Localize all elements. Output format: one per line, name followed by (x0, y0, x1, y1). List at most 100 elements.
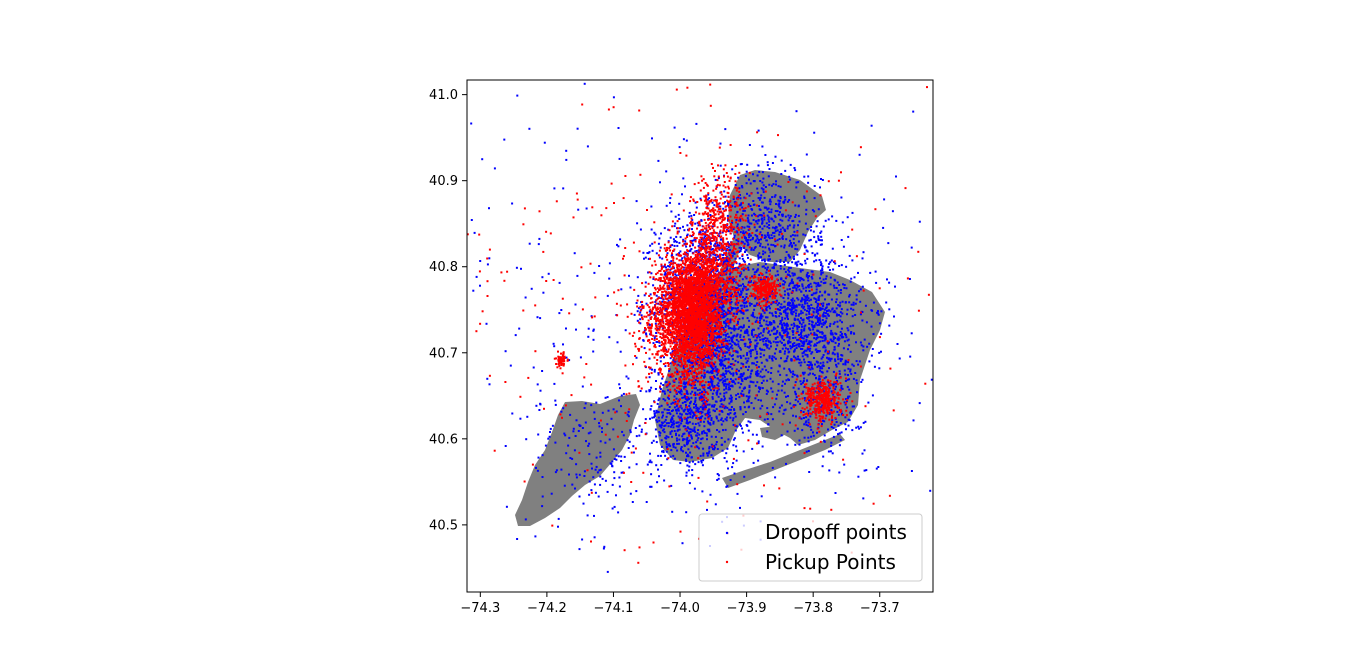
dropoff-point (803, 377, 806, 380)
dropoff-point (808, 319, 811, 322)
dropoff-point (802, 319, 805, 321)
dropoff-point (871, 394, 874, 397)
dropoff-point (796, 330, 799, 333)
dropoff-point (697, 461, 700, 464)
dropoff-point (764, 154, 767, 156)
dropoff-point (744, 331, 747, 334)
dropoff-point (810, 435, 813, 438)
dropoff-point (706, 198, 709, 201)
dropoff-point (686, 408, 689, 411)
dropoff-point (663, 479, 666, 482)
dropoff-point (735, 239, 738, 242)
dropoff-point (705, 432, 708, 435)
dropoff-point (744, 302, 747, 305)
dropoff-point (761, 217, 763, 220)
dropoff-point (731, 338, 734, 341)
dropoff-point (659, 454, 662, 457)
dropoff-point (799, 402, 802, 405)
dropoff-point (860, 381, 863, 383)
dropoff-point (729, 385, 732, 388)
dropoff-point (846, 400, 848, 403)
dropoff-point (810, 298, 812, 301)
dropoff-point (694, 391, 697, 394)
dropoff-point (739, 347, 742, 350)
dropoff-point (690, 350, 693, 353)
dropoff-point (682, 238, 685, 241)
dropoff-point (681, 542, 684, 545)
dropoff-point (801, 311, 804, 314)
dropoff-point (762, 354, 765, 357)
dropoff-point (724, 380, 727, 383)
dropoff-point (720, 296, 723, 298)
dropoff-point (801, 297, 804, 300)
dropoff-point (675, 274, 678, 277)
dropoff-point (679, 462, 682, 465)
dropoff-point (685, 474, 688, 477)
dropoff-point (716, 448, 719, 450)
dropoff-point (720, 238, 723, 241)
dropoff-point (817, 319, 819, 322)
dropoff-point (786, 303, 789, 306)
dropoff-point (696, 446, 699, 449)
dropoff-point (758, 205, 760, 207)
dropoff-point (764, 251, 767, 254)
dropoff-point (770, 217, 773, 220)
dropoff-point (760, 348, 762, 351)
dropoff-point (744, 411, 747, 413)
dropoff-point (718, 235, 720, 238)
dropoff-point (817, 308, 820, 311)
dropoff-point (787, 274, 790, 276)
dropoff-point (808, 299, 811, 302)
dropoff-point (793, 272, 796, 275)
dropoff-point (712, 422, 715, 425)
dropoff-point (732, 307, 735, 310)
dropoff-point (791, 308, 794, 311)
dropoff-point (712, 420, 715, 423)
dropoff-point (736, 351, 739, 354)
dropoff-point (832, 383, 835, 386)
dropoff-point (746, 309, 749, 312)
dropoff-point (761, 404, 764, 407)
dropoff-point (712, 268, 715, 271)
dropoff-point (697, 251, 700, 254)
dropoff-point (687, 416, 689, 419)
dropoff-point (651, 368, 653, 371)
dropoff-point (655, 409, 658, 412)
dropoff-point (669, 352, 672, 355)
dropoff-point (769, 251, 772, 254)
dropoff-point (740, 291, 743, 294)
dropoff-point (898, 357, 901, 360)
dropoff-point (732, 417, 735, 420)
dropoff-point (775, 260, 778, 263)
dropoff-point (800, 290, 803, 293)
dropoff-point (731, 254, 734, 257)
dropoff-point (620, 394, 623, 397)
dropoff-point (792, 404, 795, 407)
dropoff-point (688, 432, 691, 435)
dropoff-point (670, 288, 673, 291)
dropoff-point (509, 364, 512, 367)
dropoff-point (729, 318, 732, 321)
dropoff-point (776, 210, 779, 213)
dropoff-point (715, 370, 718, 373)
dropoff-point (535, 404, 538, 407)
dropoff-point (636, 222, 639, 225)
dropoff-point (639, 318, 642, 321)
dropoff-point (649, 408, 652, 411)
dropoff-point (748, 350, 751, 353)
dropoff-point (769, 200, 772, 203)
dropoff-point (745, 231, 747, 234)
dropoff-point (649, 333, 652, 336)
dropoff-point (821, 239, 823, 242)
dropoff-point (690, 434, 693, 437)
dropoff-point (702, 365, 705, 368)
dropoff-point (738, 250, 741, 253)
dropoff-point (601, 411, 604, 414)
dropoff-point (658, 256, 661, 259)
dropoff-point (828, 262, 831, 265)
dropoff-point (767, 390, 769, 393)
dropoff-point (786, 430, 789, 433)
dropoff-point (698, 346, 701, 349)
dropoff-point (707, 363, 710, 366)
dropoff-point (806, 317, 809, 320)
